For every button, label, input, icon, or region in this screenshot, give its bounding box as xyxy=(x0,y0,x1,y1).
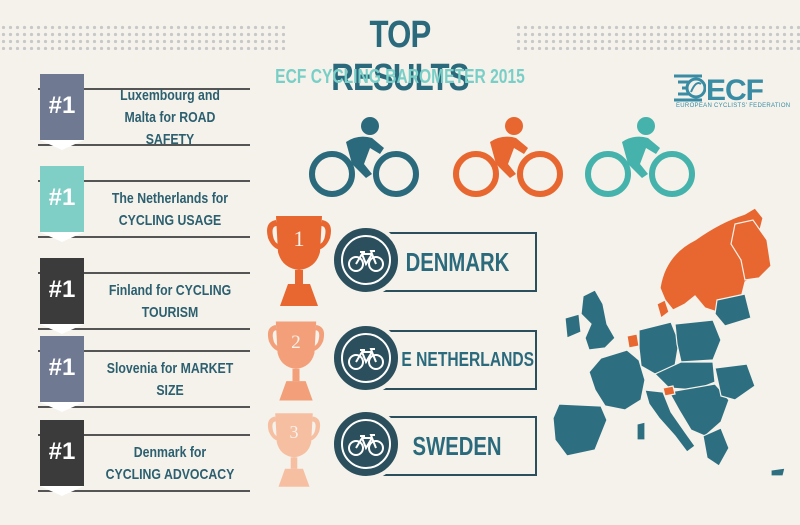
map-region-italy xyxy=(644,389,696,453)
bicycle-icon xyxy=(348,250,384,272)
map-region-balkans xyxy=(668,383,730,437)
cyclist-icon xyxy=(453,117,563,197)
category-cycling-advocacy: #1 Denmark for CYCLING ADVOCACY xyxy=(24,420,250,508)
divider xyxy=(38,272,250,274)
rank-badge: #1 xyxy=(40,258,84,334)
map-region-poland xyxy=(674,319,722,363)
bicycle-icon xyxy=(348,434,384,456)
europe-map xyxy=(552,207,786,477)
map-region-finland xyxy=(730,219,772,281)
map-region-iberia xyxy=(552,403,608,457)
map-region-uk xyxy=(580,289,616,351)
category-cycling-tourism: #1 Finland for CYCLING TOURISM xyxy=(24,258,250,346)
ecf-logo-text: ECF xyxy=(706,74,764,107)
trophy-place: 2 xyxy=(291,332,301,353)
divider xyxy=(38,144,250,146)
divider xyxy=(38,350,250,352)
divider xyxy=(38,328,250,330)
cyclist-icon xyxy=(309,117,419,197)
badge-ring xyxy=(341,235,391,285)
rank-badge: #1 xyxy=(40,74,84,150)
category-market-size: #1 Slovenia for MARKET SIZE xyxy=(24,336,250,424)
map-region-slovenia xyxy=(662,385,676,397)
badge-ring xyxy=(341,333,391,383)
page-subtitle: ECF CYCLING BAROMETER 2015 xyxy=(275,66,525,88)
winner-box-1: DENMARK xyxy=(378,232,537,292)
map-region-romania xyxy=(714,363,756,401)
map-region-ireland xyxy=(564,313,582,339)
category-label: Denmark for CYCLING ADVOCACY xyxy=(105,444,235,483)
divider xyxy=(38,180,250,182)
page-title: TOP RESULTS xyxy=(331,14,469,99)
cyclist-icon xyxy=(585,117,695,197)
trophy-place: 3 xyxy=(290,422,299,442)
map-region-greece xyxy=(702,427,730,467)
badge-ring xyxy=(341,419,391,469)
winner-box-2: THE NETHERLANDS xyxy=(378,330,537,390)
map-region-netherlands xyxy=(626,333,640,349)
bicycle-icon xyxy=(348,348,384,370)
divider xyxy=(38,490,250,492)
rank-badge: #1 xyxy=(40,166,84,242)
dotted-band-left xyxy=(0,24,285,50)
map-region-cyprus xyxy=(770,467,786,477)
map-region-sardinia xyxy=(636,421,646,441)
trophy-icon: 3 xyxy=(267,413,321,487)
category-label: Luxembourg and Malta for ROAD SAFETY xyxy=(120,87,220,148)
trophy-icon: 2 xyxy=(267,321,325,401)
bicycle-badge xyxy=(330,224,402,296)
trophy-place: 1 xyxy=(294,226,305,251)
map-region-denmark xyxy=(656,299,670,320)
ecf-logo-icon xyxy=(674,74,706,102)
map-region-france xyxy=(588,349,646,411)
rank-badge: #1 xyxy=(40,420,84,496)
category-road-safety: #1 Luxembourg and Malta for ROAD SAFETY xyxy=(24,74,250,162)
dotted-band-right xyxy=(515,24,800,50)
ecf-logo-subtext: EUROPEAN CYCLISTS' FEDERATION xyxy=(676,103,791,109)
rank-badge: #1 xyxy=(40,336,84,412)
category-cycling-usage: #1 The Netherlands for CYCLING USAGE xyxy=(24,166,250,254)
bicycle-badge xyxy=(330,322,402,394)
category-label: Finland for CYCLING TOURISM xyxy=(108,282,232,321)
trophy-icon: 1 xyxy=(267,216,331,306)
divider xyxy=(38,88,250,90)
divider xyxy=(38,406,250,408)
divider xyxy=(38,236,250,238)
category-label: The Netherlands for CYCLING USAGE xyxy=(111,190,229,229)
bicycle-badge xyxy=(330,408,402,480)
category-label: Slovenia for MARKET SIZE xyxy=(106,360,234,399)
map-region-baltics xyxy=(714,293,752,327)
divider xyxy=(38,434,250,436)
